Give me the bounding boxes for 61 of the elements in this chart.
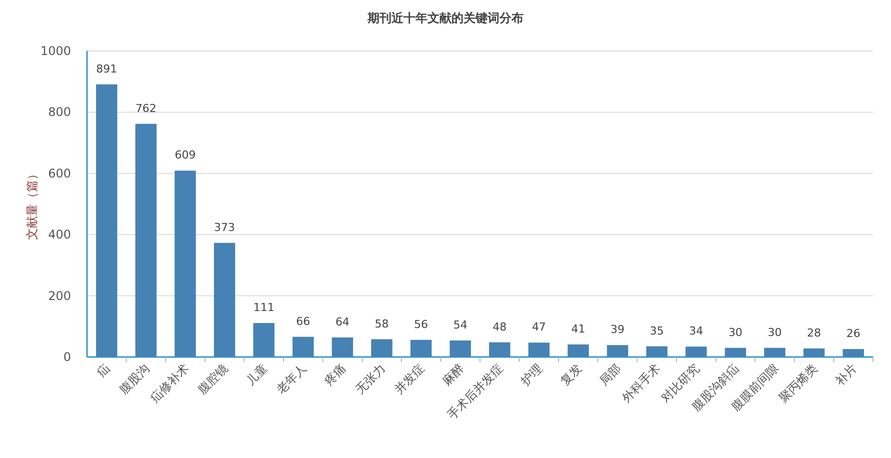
bar [606,345,628,357]
bar [410,340,432,357]
data-label: 41 [571,322,586,336]
x-tick-label: 无张力 [352,361,388,397]
x-tick-label: 老年人 [274,361,310,397]
data-label: 30 [768,326,782,339]
bar [646,346,668,357]
y-axis-title: 文献量（篇） [25,168,39,240]
bar [842,349,864,357]
bar [764,348,786,357]
bar [568,344,589,357]
x-tick-label: 局部 [596,361,624,388]
data-label: 762 [135,102,156,115]
x-tick-label: 麻醉 [440,361,466,388]
data-label: 54 [453,318,468,332]
bar [253,323,274,357]
bar [489,342,510,357]
data-label: 26 [846,327,860,340]
bar [332,337,354,357]
chart-title: 期刊近十年文献的关键词分布 [366,11,524,25]
x-tick-label: 补片 [832,361,860,388]
bar [96,84,118,357]
bar [803,348,825,357]
x-tick-label: 儿童 [243,361,270,388]
x-tick-label: 疼痛 [322,361,349,388]
bar [450,340,471,357]
data-label: 47 [532,320,546,334]
bar [724,348,746,357]
bar [292,336,314,357]
bar [371,339,392,357]
bar [686,346,707,357]
x-tick-label: 护理 [517,361,546,389]
data-label: 28 [807,326,822,340]
data-label: 64 [335,315,350,328]
y-tick-label: 0 [63,350,71,364]
y-tick-label: 600 [48,166,71,180]
y-tick-label: 400 [48,228,71,242]
bar [135,124,157,357]
data-label: 373 [214,220,236,234]
data-label: 34 [689,324,704,338]
x-tick-label: 疝 [94,361,113,380]
data-label: 30 [728,326,742,339]
y-tick-label: 800 [48,105,71,120]
x-tick-label: 腹腔镜 [195,361,231,397]
bar [214,242,236,357]
data-label: 66 [296,314,310,328]
data-label: 891 [96,62,118,76]
data-label: 58 [374,317,389,330]
bar [174,170,196,357]
data-label: 56 [414,318,428,331]
x-tick-label: 腹股沟 [116,361,152,397]
data-label: 609 [174,148,196,162]
data-label: 39 [610,323,625,336]
bar [528,342,550,357]
y-tick-label: 200 [48,288,71,303]
y-tick-label: 1000 [40,44,71,58]
data-label: 111 [253,301,274,314]
data-label: 48 [492,320,507,334]
data-label: 35 [650,324,664,338]
x-tick-label: 并发症 [392,361,428,397]
x-tick-label: 复发 [558,361,584,388]
